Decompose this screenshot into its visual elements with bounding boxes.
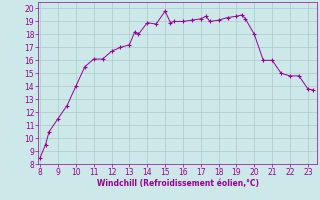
X-axis label: Windchill (Refroidissement éolien,°C): Windchill (Refroidissement éolien,°C) <box>97 179 259 188</box>
